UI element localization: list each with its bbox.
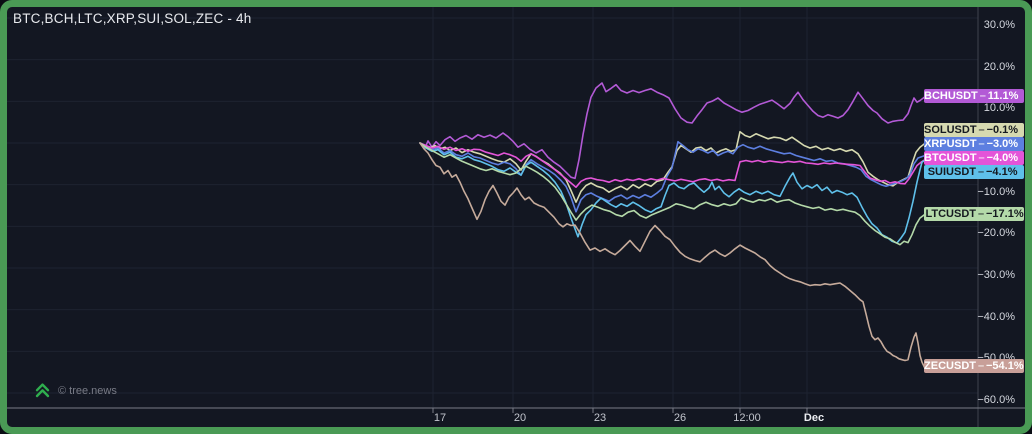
price-label-zecusdt[interactable]: ZECUSDT – −54.1% (924, 359, 1024, 373)
price-tick-label: 20.0% (983, 60, 1015, 73)
price-axis[interactable]: 30.0%20.0%10.0%0.0%−10.0%−20.0%−30.0%−40… (977, 7, 1025, 408)
price-tick-label: −10.0% (977, 185, 1015, 198)
tree-news-logo-icon (35, 383, 50, 398)
series-symbol: SUIUSDT (927, 166, 976, 178)
series-line-solusdt (419, 130, 926, 203)
price-tick-label: −40.0% (977, 310, 1015, 323)
attribution: © tree.news (34, 382, 117, 399)
series-line-zecusdt (419, 142, 926, 370)
series-change-value: −4.1% (986, 166, 1018, 178)
time-tick-label: 12:00 (733, 412, 761, 424)
series-change-value: −17.1% (986, 208, 1024, 220)
price-label-bchusdt[interactable]: BCHUSDT –11.1% (924, 89, 1024, 103)
series-line-suiusdt (419, 142, 926, 244)
label-tick-dash: – (977, 360, 985, 372)
series-symbol: ZECUSDT (924, 360, 976, 372)
series-symbol: LTCUSDT (925, 208, 976, 220)
price-tick-label: −60.0% (977, 394, 1015, 406)
series-change-value: 11.1% (987, 90, 1019, 102)
label-tick-dash: – (977, 208, 985, 220)
series-line-btcusdt (419, 142, 926, 188)
price-label-suiusdt[interactable]: SUIUSDT – −4.1% (924, 165, 1024, 179)
series-change-value: −4.0% (986, 152, 1019, 164)
label-tick-dash: – (977, 166, 985, 178)
time-tick-label: 26 (673, 412, 687, 424)
series-symbol: SOLUSDT (924, 124, 977, 136)
chart-legend-title: BTC,BCH,LTC,XRP,SUI,SOL,ZEC - 4h (13, 11, 252, 26)
price-label-xrpusdt[interactable]: XRPUSDT – −3.0% (924, 137, 1024, 151)
label-tick-dash: – (978, 152, 985, 164)
series-change-value: −54.1% (986, 360, 1024, 372)
time-tick-label: 23 (593, 412, 607, 424)
label-tick-dash: – (979, 90, 986, 102)
series-line-bchusdt (419, 82, 926, 180)
time-axis[interactable]: 17 20 23 26 12:00 Dec (7, 408, 1025, 427)
series-symbol: BTCUSDT (924, 152, 977, 164)
price-label-ltcusdt[interactable]: LTCUSDT – −17.1% (924, 207, 1024, 221)
price-tick-label: 30.0% (983, 18, 1015, 31)
series-line-ltcusdt (419, 142, 926, 246)
price-tick-label: 10.0% (983, 102, 1015, 115)
time-tick-label: 20 (513, 412, 527, 424)
series-change-value: −0.1% (986, 124, 1019, 136)
series-lines (419, 82, 926, 370)
series-symbol: BCHUSDT (924, 90, 978, 102)
label-tick-dash: – (978, 138, 985, 150)
grid-lines (7, 7, 978, 408)
time-tick-label: Dec (803, 412, 825, 424)
price-label-solusdt[interactable]: SOLUSDT – −0.1% (924, 123, 1024, 137)
time-tick-label: 17 (433, 412, 447, 424)
series-line-xrpusdt (419, 140, 926, 213)
price-label-btcusdt[interactable]: BTCUSDT – −4.0% (924, 151, 1024, 165)
series-symbol: XRPUSDT (924, 138, 977, 150)
series-change-value: −3.0% (986, 138, 1019, 150)
price-tick-label: −20.0% (977, 227, 1015, 240)
attribution-link[interactable]: © tree.news (58, 384, 117, 397)
axis-borders (7, 7, 1025, 427)
price-tick-label: −30.0% (977, 269, 1015, 281)
label-tick-dash: – (978, 124, 985, 136)
